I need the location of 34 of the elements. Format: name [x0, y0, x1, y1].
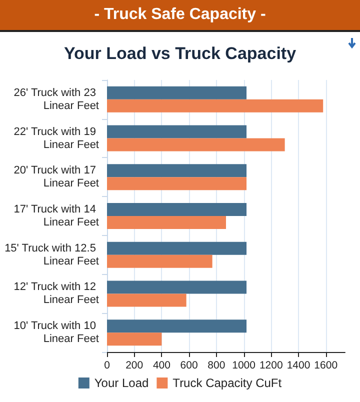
bar [107, 164, 247, 178]
bar [107, 242, 247, 255]
y-tick-label: 20' Truck with 17 Linear Feet [14, 164, 99, 190]
chart-subtitle: Your Load vs Truck Capacity [64, 44, 297, 63]
y-tick-label: 17' Truck with 14 Linear Feet [14, 204, 99, 228]
bar [107, 177, 247, 190]
legend-label: Your Load [94, 376, 149, 390]
x-tick-label: 1200 [259, 360, 283, 372]
bar [107, 138, 285, 152]
bar [107, 332, 162, 346]
y-tick-label: 22' Truck with 19 Linear Feet [14, 126, 99, 151]
x-tick-label: 800 [208, 360, 226, 372]
bar [107, 320, 247, 333]
y-tick-label: 10' Truck with 10 Linear Feet [14, 320, 99, 346]
y-tick-label: 26' Truck with 23 Linear Feet [14, 86, 99, 112]
legend-label: Truck Capacity CuFt [172, 376, 282, 390]
x-tick-label: 200 [126, 360, 144, 372]
bar [107, 216, 226, 229]
x-tick-label: 1000 [232, 360, 256, 372]
y-tick-label: 15' Truck with 12.5 Linear Feet [4, 242, 99, 268]
bar [107, 125, 247, 138]
x-tick-label: 400 [152, 360, 171, 372]
bar [107, 280, 247, 294]
chart-title: - Truck Safe Capacity - [0, 0, 360, 32]
x-tick-label: 600 [180, 360, 198, 372]
bar [107, 203, 247, 216]
x-tick-label: 1400 [286, 360, 310, 372]
bar [107, 294, 186, 307]
bar [107, 86, 247, 100]
y-tick-label: 12' Truck with 12 Linear Feet [14, 281, 99, 306]
x-tick-label: 0 [104, 360, 110, 372]
bar [107, 254, 212, 268]
x-tick-label: 1600 [314, 360, 338, 372]
bar [107, 99, 324, 112]
